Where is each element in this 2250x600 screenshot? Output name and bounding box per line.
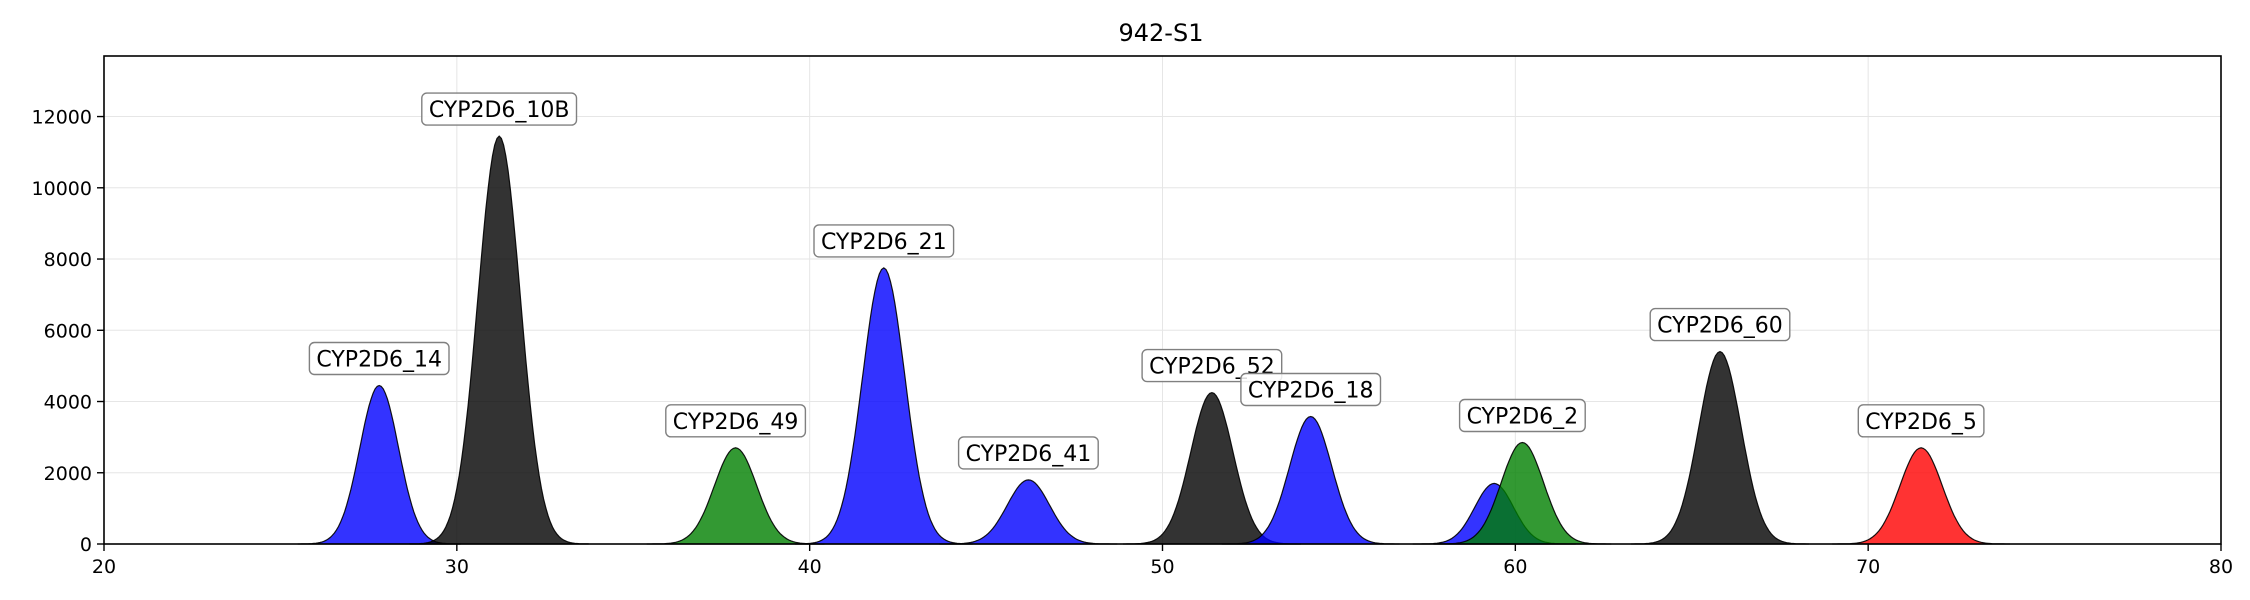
y-tick-label: 12000 bbox=[32, 107, 92, 129]
peak-label-text: CYP2D6_21 bbox=[821, 230, 947, 255]
peak-label-text: CYP2D6_18 bbox=[1248, 378, 1374, 403]
peak-area bbox=[1631, 350, 1809, 545]
peak-labels: CYP2D6_14 CYP2D6_10B CYP2D6_49 CYP2D6_21 CYP… bbox=[308, 92, 1985, 470]
peak-label-text: CYP2D6_41 bbox=[966, 442, 1092, 467]
axis-ticks: 20 30 40 50 60 70 80 0 2000 4000 6000 8000 10000 1200… bbox=[32, 107, 2234, 578]
peak-area bbox=[794, 267, 973, 545]
peak-label-box bbox=[421, 92, 578, 126]
peak-label-text: CYP2D6_2 bbox=[1467, 404, 1579, 429]
peak-area bbox=[1832, 447, 2010, 545]
peak-label-box bbox=[1649, 307, 1791, 342]
peak-label-box bbox=[665, 404, 807, 438]
x-tick-label: 50 bbox=[1150, 556, 1174, 578]
peak-label-text: CYP2D6_14 bbox=[316, 347, 442, 372]
peak-label: CYP2D6_49 bbox=[665, 404, 807, 438]
peak-label: CYP2D6_21 bbox=[813, 224, 955, 258]
peak-label-text: CYP2D6_10B bbox=[429, 98, 570, 123]
peak-label-text: CYP2D6_60 bbox=[1657, 314, 1783, 339]
peak-label: CYP2D6_60 bbox=[1649, 307, 1791, 342]
y-tick-label: 2000 bbox=[44, 463, 92, 485]
peak-area bbox=[646, 447, 825, 545]
peak-label-box bbox=[1458, 398, 1586, 433]
peak-label: CYP2D6_5 bbox=[1857, 404, 1985, 438]
chart-title: 942-S1 bbox=[1119, 19, 1204, 47]
peaks bbox=[297, 135, 2010, 545]
peak-label-box bbox=[1240, 372, 1382, 407]
x-tick-label: 60 bbox=[1503, 556, 1527, 578]
peak-label-box bbox=[813, 224, 955, 258]
peak-area bbox=[297, 384, 461, 545]
peak-label-text: CYP2D6_49 bbox=[673, 410, 799, 435]
y-tick-label: 8000 bbox=[44, 249, 92, 271]
peak-label-box bbox=[308, 341, 450, 376]
peak-area bbox=[1433, 441, 1612, 545]
x-tick-label: 70 bbox=[1856, 556, 1880, 578]
peak-label: CYP2D6_18 bbox=[1240, 372, 1382, 407]
x-tick-label: 40 bbox=[798, 556, 822, 578]
peak-label-box bbox=[1857, 404, 1985, 438]
peak-label: CYP2D6_10B bbox=[421, 92, 578, 126]
y-tick-label: 4000 bbox=[44, 392, 92, 414]
peak-label: CYP2D6_41 bbox=[957, 436, 1099, 470]
y-tick-label: 10000 bbox=[32, 178, 92, 200]
x-tick-label: 30 bbox=[445, 556, 469, 578]
peak-label: CYP2D6_2 bbox=[1458, 398, 1586, 433]
peak-label-box bbox=[957, 436, 1099, 470]
y-tick-label: 0 bbox=[80, 534, 92, 556]
peak-label-text: CYP2D6_5 bbox=[1865, 410, 1977, 435]
peak-area bbox=[939, 479, 1118, 545]
peak-label: CYP2D6_14 bbox=[308, 341, 450, 376]
y-tick-label: 6000 bbox=[44, 320, 92, 342]
peak-area bbox=[1221, 415, 1400, 545]
x-tick-label: 80 bbox=[2209, 556, 2233, 578]
grid bbox=[103, 56, 2222, 545]
x-tick-label: 20 bbox=[92, 556, 116, 578]
peak-area bbox=[409, 135, 589, 545]
